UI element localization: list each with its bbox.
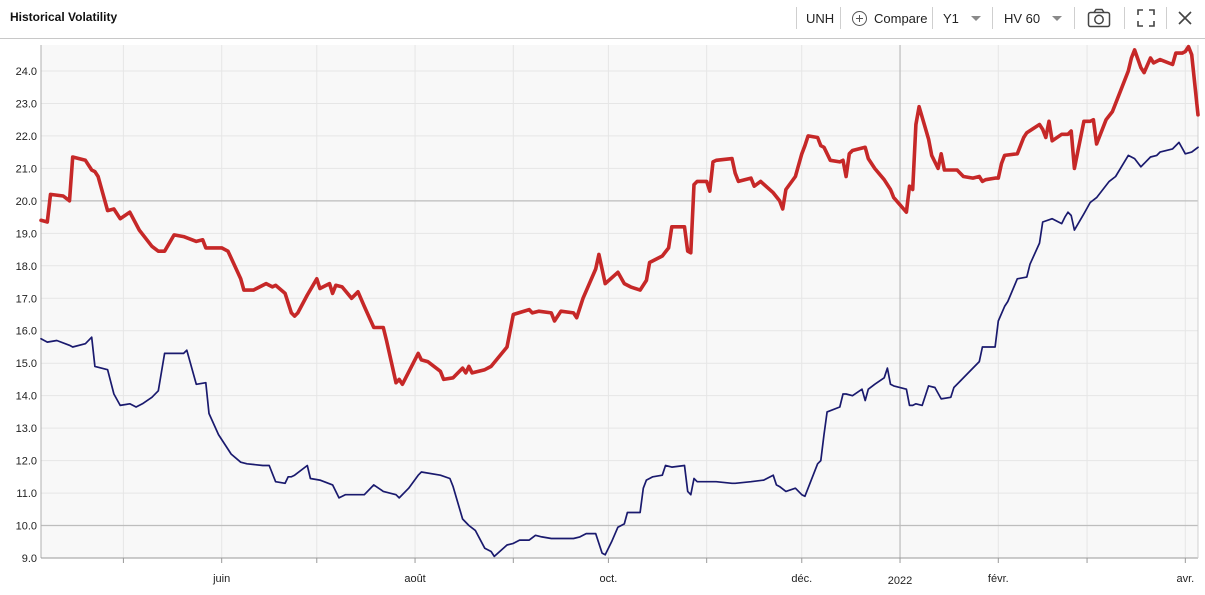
close-button[interactable] — [1177, 0, 1193, 36]
fullscreen-icon — [1137, 9, 1155, 27]
y-tick-label: 15.0 — [16, 358, 37, 370]
y-tick-label: 18.0 — [16, 261, 37, 273]
x-tick-label: 2022 — [888, 575, 912, 587]
y-tick-label: 23.0 — [16, 98, 37, 110]
y-tick-label: 14.0 — [16, 391, 37, 403]
x-tick-label: juin — [212, 573, 230, 585]
toolbar-bottom-border — [0, 38, 1205, 39]
x-tick-label: août — [404, 573, 425, 585]
compare-button[interactable]: Compare — [852, 0, 927, 36]
indicator-label: HV 60 — [1004, 10, 1041, 26]
toolbar-divider — [1166, 7, 1167, 29]
y-tick-label: 17.0 — [16, 293, 37, 305]
series-line-navy — [40, 141, 1199, 558]
close-icon — [1178, 11, 1192, 25]
add-circle-icon — [852, 10, 867, 26]
fullscreen-button[interactable] — [1137, 0, 1155, 36]
indicator-dropdown[interactable]: HV 60 — [1004, 0, 1063, 36]
toolbar-divider — [1124, 7, 1125, 29]
x-tick-label: déc. — [791, 573, 812, 585]
y-tick-label: 9.0 — [22, 553, 37, 565]
toolbar-divider — [796, 7, 797, 29]
compare-label: Compare — [874, 10, 928, 26]
period-label: Y1 — [943, 10, 959, 26]
x-tick-label: févr. — [988, 573, 1009, 585]
series-line-red — [39, 44, 1200, 387]
camera-icon — [1087, 8, 1111, 28]
toolbar-divider — [992, 7, 993, 29]
y-tick-label: 10.0 — [16, 521, 37, 533]
y-tick-label: 11.0 — [16, 488, 37, 500]
toolbar-divider — [840, 7, 841, 29]
symbol-label: UNH — [806, 10, 835, 26]
chevron-down-icon — [970, 15, 981, 21]
plot-area — [41, 45, 1198, 558]
chevron-down-icon — [1052, 15, 1063, 21]
snapshot-button[interactable] — [1087, 0, 1111, 36]
toolbar-divider — [1074, 7, 1075, 29]
y-tick-label: 16.0 — [16, 326, 37, 338]
y-tick-label: 12.0 — [16, 456, 37, 468]
symbol-button[interactable]: UNH — [806, 0, 834, 36]
x-tick-label: oct. — [600, 573, 618, 585]
chart-title: Historical Volatility — [10, 10, 118, 24]
chart-toolbar: Historical Volatility UNH Compare Y1 HV … — [0, 0, 1205, 36]
y-tick-label: 13.0 — [16, 423, 37, 435]
toolbar-divider — [932, 7, 933, 29]
y-tick-label: 21.0 — [16, 163, 37, 175]
period-dropdown[interactable]: Y1 — [943, 0, 981, 36]
y-tick-label: 20.0 — [16, 196, 37, 208]
y-tick-label: 19.0 — [16, 228, 37, 240]
y-tick-label: 24.0 — [16, 66, 37, 78]
x-tick-label: avr. — [1176, 573, 1194, 585]
y-tick-label: 22.0 — [16, 131, 37, 143]
